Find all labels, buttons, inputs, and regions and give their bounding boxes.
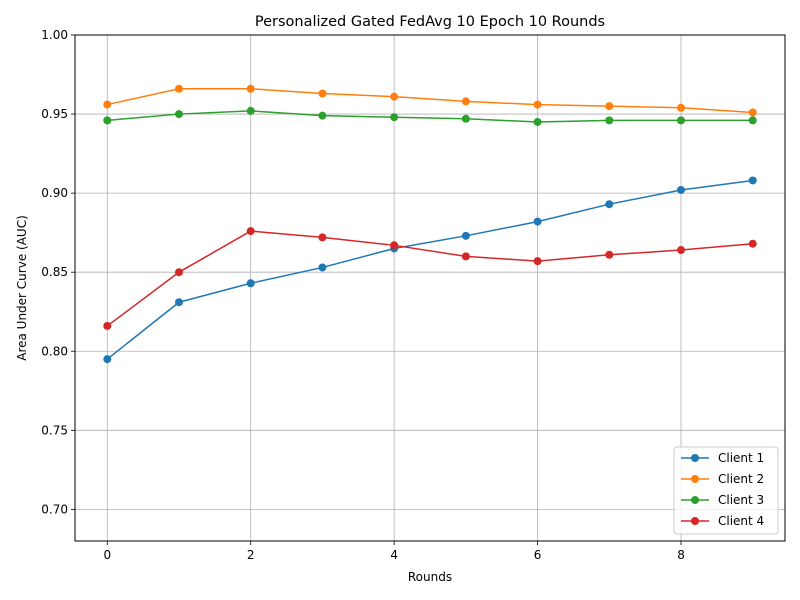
data-point — [174, 298, 183, 307]
y-tick-label: 0.85 — [41, 265, 68, 279]
legend-box — [673, 446, 779, 535]
data-point — [390, 241, 399, 250]
data-point — [677, 116, 686, 125]
data-point — [103, 100, 112, 109]
data-point — [748, 108, 757, 117]
series-client-1 — [103, 176, 757, 364]
x-tick-label: 0 — [103, 548, 111, 562]
y-tick-label: 0.90 — [41, 186, 68, 200]
data-point — [533, 217, 542, 226]
data-point — [677, 103, 686, 112]
legend-marker — [691, 454, 699, 462]
legend-label: Client 2 — [718, 472, 764, 486]
data-point — [748, 239, 757, 248]
data-point — [533, 117, 542, 126]
data-point — [318, 89, 327, 98]
data-point — [318, 263, 327, 272]
legend-item: Client 1 — [681, 451, 764, 465]
series-group — [103, 84, 757, 364]
legend-item: Client 4 — [681, 514, 764, 528]
data-point — [174, 84, 183, 93]
x-axis-label: Rounds — [408, 570, 452, 584]
data-point — [390, 113, 399, 122]
y-tick-label: 0.70 — [41, 502, 68, 516]
series-line — [106, 179, 753, 360]
y-tick-label: 0.75 — [41, 423, 68, 437]
data-point — [103, 355, 112, 364]
data-point — [605, 250, 614, 259]
legend-label: Client 4 — [718, 514, 764, 528]
legend-item: Client 3 — [681, 493, 764, 507]
x-tick-label: 2 — [247, 548, 255, 562]
data-point — [103, 321, 112, 330]
y-tick-label: 0.80 — [41, 344, 68, 358]
y-tick-label: 1.00 — [41, 28, 68, 42]
legend-label: Client 1 — [718, 451, 764, 465]
data-point — [246, 279, 255, 288]
legend-item: Client 2 — [681, 472, 764, 486]
data-point — [533, 257, 542, 266]
legend-marker — [691, 475, 699, 483]
data-point — [390, 92, 399, 101]
legend-marker — [691, 517, 699, 525]
data-point — [461, 231, 470, 240]
x-tick-label: 6 — [534, 548, 542, 562]
data-point — [246, 106, 255, 115]
series-client-3 — [103, 106, 757, 126]
data-point — [318, 111, 327, 120]
ticks: 0 2 4 6 8 0.70 0.75 0.80 0.85 0.90 0.95 1.00 — [41, 28, 685, 562]
legend-marker — [691, 496, 699, 504]
series-line — [107, 88, 753, 114]
data-point — [605, 102, 614, 111]
legend: Client 1 Client 2 Client 3 Client 4 — [673, 446, 779, 535]
series-client-2 — [103, 84, 757, 117]
data-point — [461, 252, 470, 261]
data-point — [748, 176, 757, 185]
y-tick-label: 0.95 — [41, 107, 68, 121]
x-tick-label: 8 — [677, 548, 685, 562]
data-point — [174, 110, 183, 119]
series-client-4 — [103, 227, 757, 330]
data-point — [605, 200, 614, 209]
data-point — [605, 116, 614, 125]
data-point — [318, 233, 327, 242]
axes-frame — [74, 34, 786, 542]
x-tick-label: 4 — [390, 548, 398, 562]
legend-label: Client 3 — [718, 493, 764, 507]
y-axis-label: Area Under Curve (AUC) — [15, 215, 29, 361]
series-line — [107, 110, 753, 123]
data-point — [677, 246, 686, 255]
data-point — [174, 268, 183, 277]
data-point — [533, 100, 542, 109]
data-point — [246, 84, 255, 93]
data-point — [246, 227, 255, 236]
data-point — [677, 185, 686, 194]
series-line — [106, 230, 753, 327]
data-point — [461, 114, 470, 123]
data-point — [748, 116, 757, 125]
chart-title: Personalized Gated FedAvg 10 Epoch 10 Ro… — [255, 14, 605, 30]
data-point — [461, 97, 470, 106]
data-point — [103, 116, 112, 125]
